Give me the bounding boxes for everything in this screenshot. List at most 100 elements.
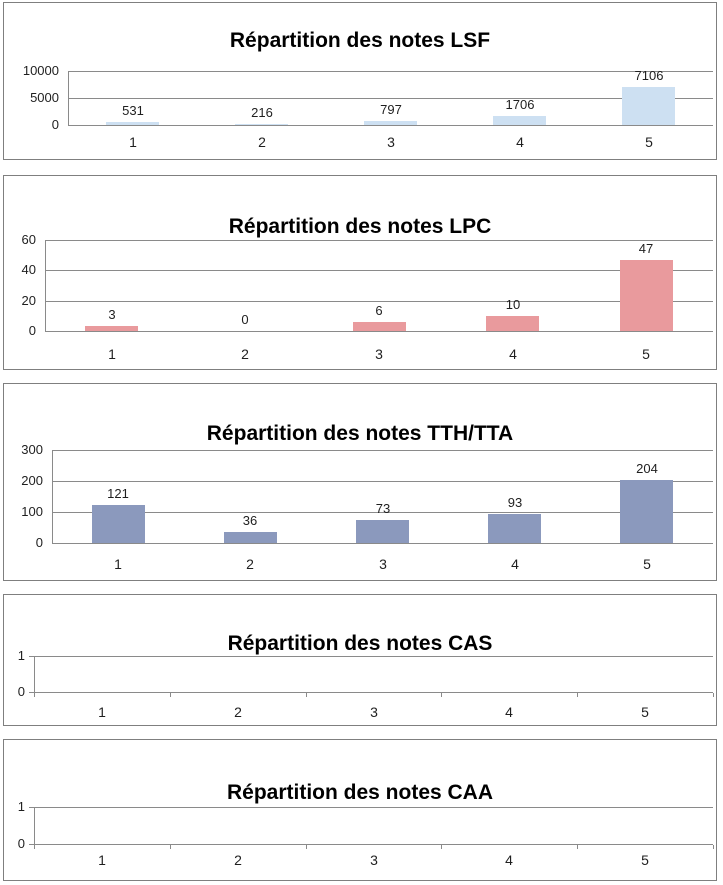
- x-category-label: 5: [641, 704, 649, 720]
- x-category-label: 4: [516, 134, 524, 150]
- y-axis-tick-label: 1: [17, 799, 25, 814]
- chart-title-lpc: Répartition des notes LPC: [228, 215, 492, 239]
- x-category-label: 2: [258, 134, 266, 150]
- bar-value-label: 216: [251, 105, 273, 120]
- x-axis-tick-mark: [170, 693, 171, 697]
- y-axis-tick-label: 0: [35, 535, 43, 550]
- chart-title-caa: Répartition des notes CAA: [226, 781, 494, 805]
- x-category-label: 2: [234, 704, 242, 720]
- x-category-label: 3: [375, 346, 383, 362]
- chart-title-cas: Répartition des notes CAS: [227, 632, 493, 656]
- bar: [488, 514, 541, 543]
- x-category-label: 3: [387, 134, 395, 150]
- x-category-label: 3: [379, 556, 387, 572]
- bar-value-label: 3: [108, 307, 116, 322]
- y-axis-tick-label: 0: [17, 684, 25, 699]
- y-axis-line: [68, 71, 69, 125]
- x-axis-line: [34, 692, 713, 693]
- y-axis-tick-mark: [29, 692, 34, 693]
- bar-value-label: 73: [375, 501, 391, 516]
- x-category-label: 4: [505, 704, 513, 720]
- y-axis-tick-label: 0: [51, 117, 59, 132]
- gridline: [68, 71, 713, 72]
- y-axis-tick-label: 5000: [30, 90, 59, 105]
- y-axis-tick-label: 0: [28, 323, 36, 338]
- y-axis-tick-label: 1: [17, 648, 25, 663]
- x-axis-tick-mark: [713, 693, 714, 697]
- bar: [620, 480, 673, 543]
- y-axis-tick-label: 40: [21, 262, 36, 277]
- x-axis-line: [34, 844, 713, 845]
- gridline: [68, 98, 713, 99]
- bar-value-label: 204: [636, 461, 658, 476]
- bar-value-label: 121: [107, 486, 129, 501]
- x-category-label: 3: [370, 704, 378, 720]
- chart-title-tth-tta: Répartition des notes TTH/TTA: [206, 422, 514, 446]
- x-axis-line: [45, 331, 713, 332]
- x-axis-line: [52, 543, 713, 544]
- x-category-label: 1: [98, 704, 106, 720]
- x-category-label: 5: [645, 134, 653, 150]
- bar: [620, 260, 673, 331]
- y-axis-tick-mark: [29, 656, 34, 657]
- x-category-label: 4: [511, 556, 519, 572]
- y-axis-tick-label: 200: [21, 473, 43, 488]
- x-axis-tick-mark: [713, 845, 714, 849]
- gridline: [34, 807, 713, 808]
- chart-panel-tth-tta: Répartition des notes TTH/TTA 0 100 200 300…: [3, 383, 717, 581]
- x-axis-tick-mark: [577, 693, 578, 697]
- x-axis-tick-mark: [577, 845, 578, 849]
- bar: [356, 520, 409, 543]
- x-category-label: 1: [129, 134, 137, 150]
- y-axis-line: [34, 807, 35, 844]
- bar-value-label: 93: [507, 495, 523, 510]
- x-category-label: 5: [642, 346, 650, 362]
- x-axis-line: [68, 125, 713, 126]
- bar: [622, 87, 675, 125]
- gridline: [52, 481, 713, 482]
- bar-value-label: 0: [241, 312, 249, 327]
- y-axis-tick-label: 0: [17, 836, 25, 851]
- y-axis-tick-mark: [29, 844, 34, 845]
- bar: [364, 121, 417, 125]
- chart-title-lsf: Répartition des notes LSF: [229, 29, 491, 53]
- chart-panel-lpc: Répartition des notes LPC 0 20 40 60 1 3 2 0 3 6 4…: [3, 175, 717, 370]
- bar: [493, 116, 546, 125]
- y-axis-tick-label: 300: [21, 442, 43, 457]
- bar: [106, 122, 159, 125]
- bar-value-label: 1706: [505, 97, 535, 112]
- chart-panel-caa: Répartition des notes CAA 0 1 1 2 3 4 5: [3, 739, 717, 881]
- bar-value-label: 7106: [634, 68, 664, 83]
- bar: [224, 532, 277, 543]
- x-category-label: 5: [643, 556, 651, 572]
- x-category-label: 2: [246, 556, 254, 572]
- gridline: [45, 270, 713, 271]
- bar: [92, 505, 145, 543]
- gridline: [45, 301, 713, 302]
- gridline: [45, 240, 713, 241]
- x-axis-tick-mark: [306, 845, 307, 849]
- x-category-label: 5: [641, 852, 649, 868]
- y-axis-tick-mark: [29, 807, 34, 808]
- x-category-label: 2: [234, 852, 242, 868]
- y-axis-tick-label: 60: [21, 232, 36, 247]
- x-category-label: 1: [108, 346, 116, 362]
- y-axis-line: [52, 450, 53, 543]
- bar: [353, 322, 406, 331]
- x-axis-tick-mark: [34, 693, 35, 697]
- gridline: [52, 512, 713, 513]
- x-axis-tick-mark: [441, 693, 442, 697]
- x-category-label: 1: [114, 556, 122, 572]
- bar: [486, 316, 539, 331]
- bar-value-label: 797: [380, 102, 402, 117]
- bar: [235, 124, 288, 125]
- x-axis-tick-mark: [170, 845, 171, 849]
- y-axis-line: [45, 240, 46, 331]
- bar-value-label: 10: [505, 297, 521, 312]
- y-axis-tick-label: 20: [21, 293, 36, 308]
- bar-value-label: 47: [638, 241, 654, 256]
- x-category-label: 3: [370, 852, 378, 868]
- bar-value-label: 531: [122, 103, 144, 118]
- chart-panel-cas: Répartition des notes CAS 0 1 1 2 3 4 5: [3, 594, 717, 726]
